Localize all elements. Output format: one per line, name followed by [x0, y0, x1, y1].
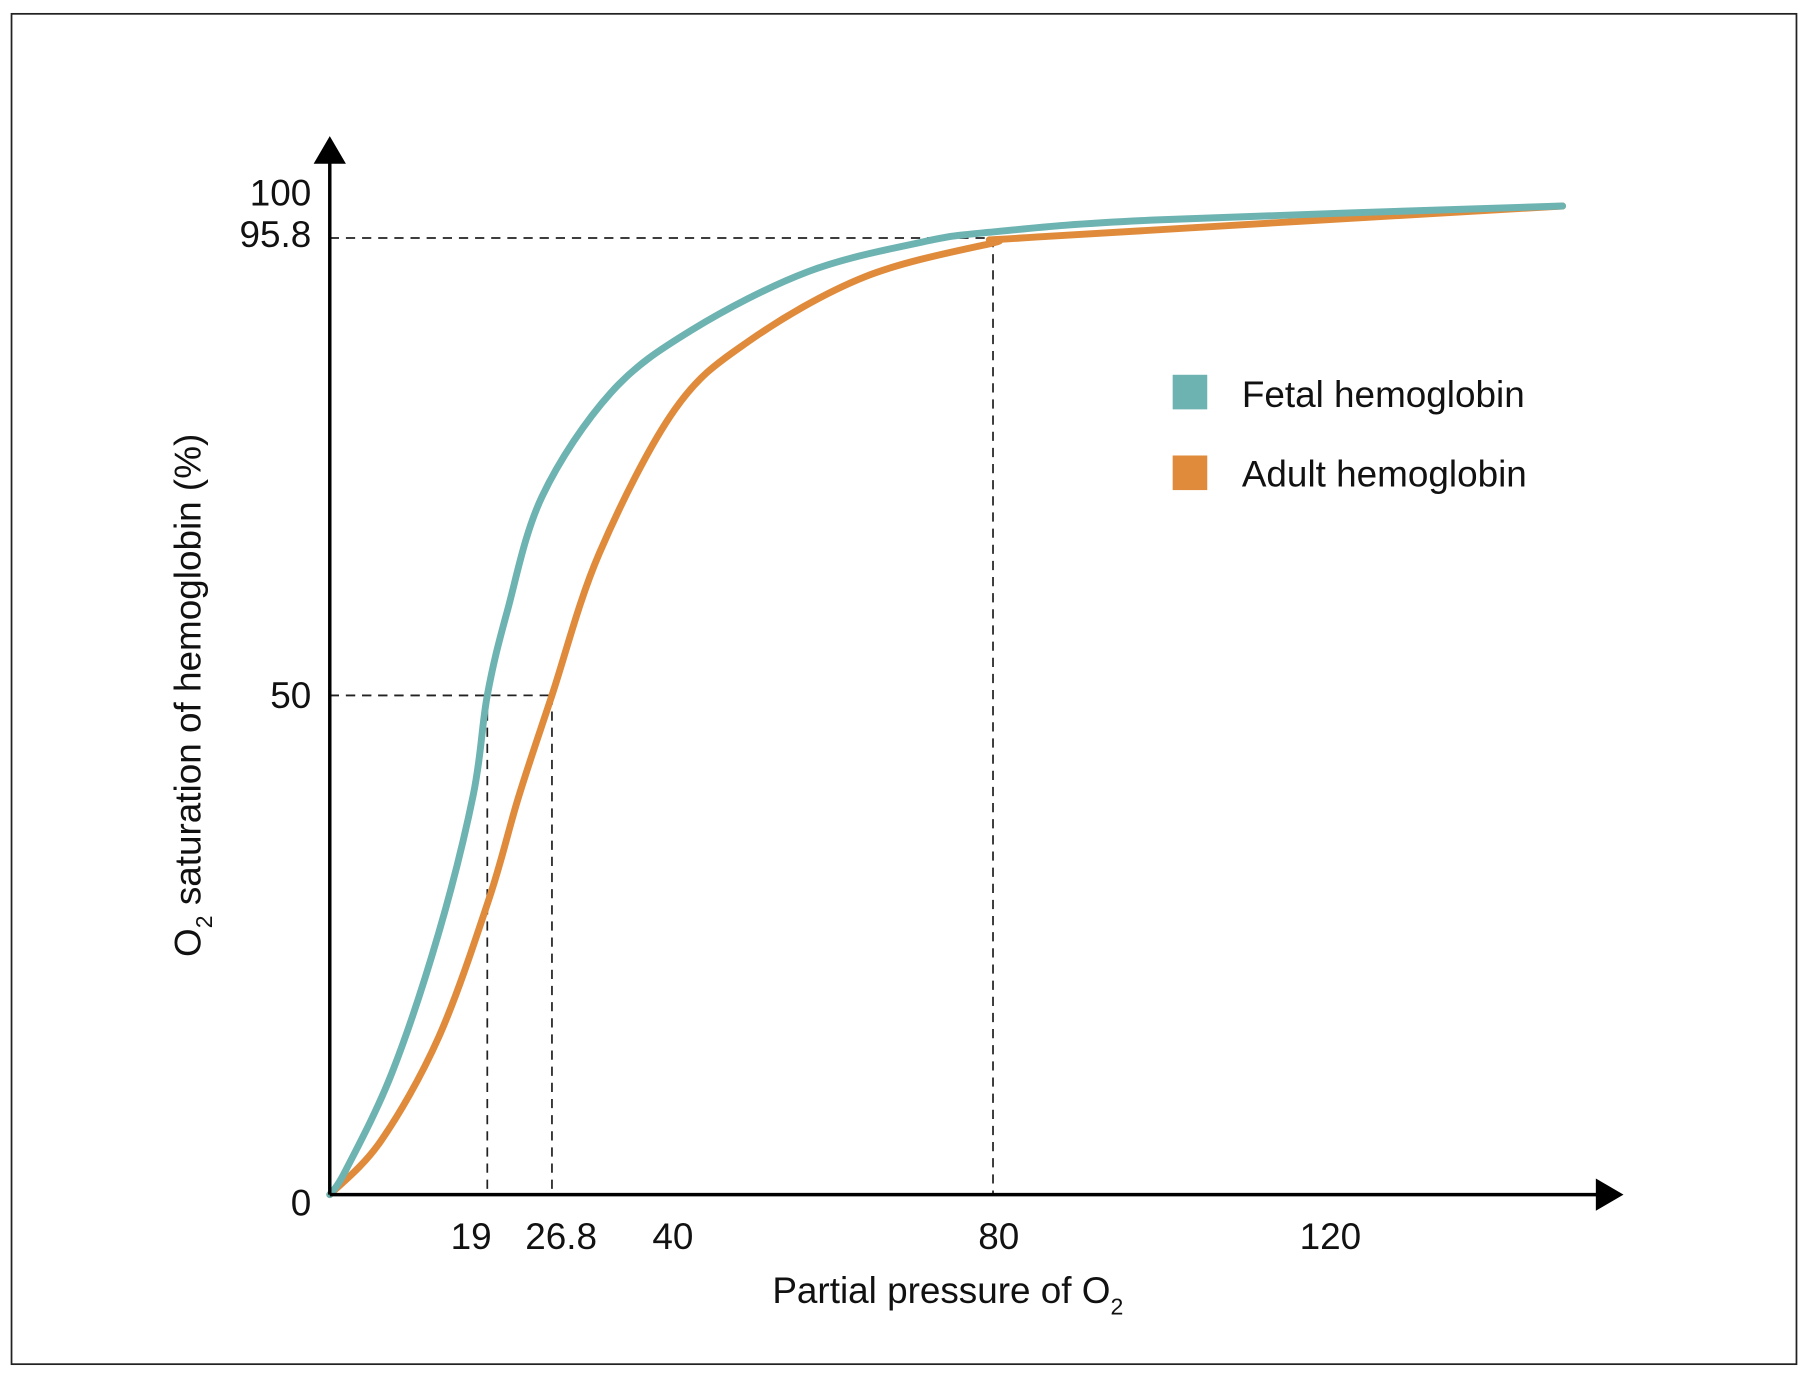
y-axis-label: O2 saturation of hemoglobin (%)	[168, 434, 218, 957]
y-axis-arrow	[313, 136, 346, 164]
series-line-adult	[326, 202, 1567, 1199]
x-tick-label: 80	[978, 1216, 1019, 1257]
y-tick-label: 100	[250, 172, 312, 213]
y-tick-label: 0	[291, 1182, 312, 1223]
legend-label-fetal: Fetal hemoglobin	[1242, 374, 1525, 415]
x-tick-label: 120	[1300, 1216, 1362, 1257]
reference-lines	[329, 237, 994, 1195]
frame-border	[10, 12, 1798, 1366]
x-tick-label: 19	[451, 1216, 492, 1257]
legend-label-adult: Adult hemoglobin	[1242, 454, 1527, 495]
y-tick-label: 95.8	[240, 214, 312, 255]
curves	[326, 202, 1567, 1199]
x-axis-arrow	[1595, 1178, 1624, 1211]
y-tick-label: 50	[270, 675, 311, 716]
x-tick-labels: 19 26.8 40 80 120	[451, 1216, 1362, 1257]
legend-swatch-adult	[1172, 455, 1208, 491]
x-axis-label: Partial pressure of O2	[772, 1270, 1123, 1320]
x-tick-label: 26.8	[525, 1216, 597, 1257]
axes	[313, 136, 1624, 1211]
series-line-fetal	[326, 202, 1567, 1199]
x-tick-label: 40	[652, 1216, 693, 1257]
legend-swatch-fetal	[1172, 374, 1208, 410]
legend: Fetal hemoglobin Adult hemoglobin	[1172, 374, 1527, 495]
